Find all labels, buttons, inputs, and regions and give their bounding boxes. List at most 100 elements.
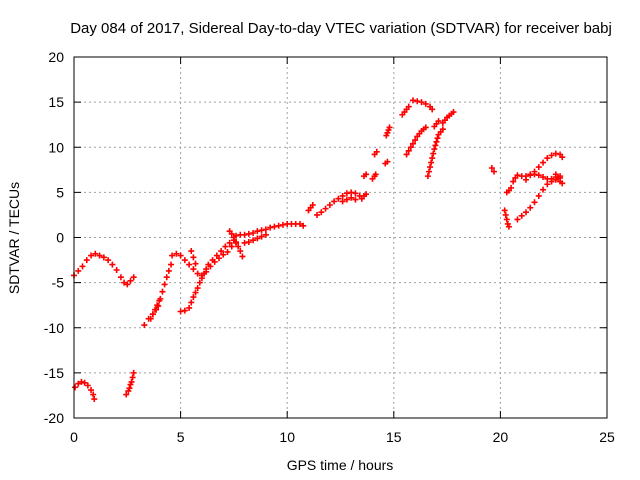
data-point bbox=[194, 270, 201, 277]
data-point bbox=[535, 164, 542, 171]
data-point bbox=[271, 223, 278, 230]
data-point bbox=[262, 231, 269, 238]
data-point bbox=[405, 103, 412, 110]
data-point bbox=[128, 378, 135, 385]
series-13 bbox=[314, 189, 363, 218]
y-tick-label: 15 bbox=[48, 94, 64, 110]
data-point bbox=[373, 148, 380, 155]
series-8 bbox=[188, 248, 199, 267]
y-tick-label: 20 bbox=[48, 49, 64, 65]
y-tick-label: -5 bbox=[52, 275, 65, 291]
data-point bbox=[343, 190, 350, 197]
data-point bbox=[418, 99, 425, 106]
data-point bbox=[429, 106, 436, 113]
series-17 bbox=[369, 171, 379, 182]
data-point bbox=[90, 391, 97, 398]
data-point bbox=[91, 396, 98, 403]
data-point bbox=[450, 109, 457, 116]
data-point bbox=[78, 378, 85, 385]
series-25 bbox=[431, 118, 442, 130]
series-23 bbox=[403, 124, 429, 158]
data-point bbox=[127, 277, 134, 284]
data-point bbox=[198, 275, 205, 282]
data-point bbox=[129, 374, 136, 381]
series-26 bbox=[439, 109, 457, 126]
series-27 bbox=[488, 165, 498, 175]
data-point bbox=[424, 173, 431, 180]
data-point bbox=[422, 100, 429, 107]
data-point bbox=[159, 288, 166, 295]
data-point bbox=[161, 281, 168, 288]
data-point bbox=[130, 369, 137, 376]
data-point bbox=[510, 178, 517, 185]
data-point bbox=[508, 184, 515, 191]
data-point bbox=[121, 279, 128, 286]
series-31 bbox=[522, 150, 566, 183]
data-point bbox=[177, 308, 184, 315]
data-point bbox=[250, 229, 257, 236]
data-point bbox=[258, 227, 265, 234]
series-1 bbox=[71, 250, 137, 288]
y-tick-label: -15 bbox=[44, 365, 64, 381]
y-axis-label: SDTVAR / TECUs bbox=[6, 182, 22, 294]
data-point bbox=[386, 124, 393, 131]
data-point bbox=[181, 307, 188, 314]
data-point bbox=[123, 391, 130, 398]
data-point bbox=[117, 274, 124, 281]
data-point bbox=[318, 209, 325, 216]
y-tick-label: 10 bbox=[48, 139, 64, 155]
data-point bbox=[429, 155, 436, 162]
data-point bbox=[300, 222, 307, 229]
data-point bbox=[169, 252, 176, 259]
data-point bbox=[218, 248, 225, 255]
data-point bbox=[186, 261, 193, 268]
data-point bbox=[405, 147, 412, 154]
data-point bbox=[245, 239, 252, 246]
series-12 bbox=[305, 202, 316, 214]
x-tick-label: 5 bbox=[177, 429, 185, 445]
data-point bbox=[314, 211, 321, 218]
data-point bbox=[224, 248, 231, 255]
data-point bbox=[241, 239, 248, 246]
data-point bbox=[186, 304, 193, 311]
data-point bbox=[226, 239, 233, 246]
data-point bbox=[527, 172, 534, 179]
y-tick-labels: -20 -15 -10 -5 0 5 10 15 20 bbox=[44, 49, 64, 426]
y-tick-label: -20 bbox=[44, 410, 64, 426]
data-point bbox=[75, 380, 82, 387]
data-point bbox=[335, 195, 342, 202]
data-point bbox=[552, 150, 559, 157]
data-point bbox=[241, 231, 248, 238]
data-point bbox=[237, 248, 244, 255]
data-point bbox=[554, 174, 561, 181]
series-32 bbox=[552, 171, 566, 187]
data-point bbox=[152, 306, 159, 313]
data-point bbox=[154, 302, 161, 309]
y-tick-label: 0 bbox=[56, 230, 64, 246]
series-18 bbox=[371, 148, 380, 158]
data-point bbox=[177, 252, 184, 259]
data-point bbox=[113, 266, 120, 273]
series-16 bbox=[360, 171, 370, 180]
x-tick-labels: 0 5 10 15 20 25 bbox=[70, 429, 615, 445]
data-point bbox=[228, 230, 235, 237]
series-28 bbox=[501, 207, 512, 230]
data-point bbox=[275, 222, 282, 229]
x-tick-label: 15 bbox=[386, 429, 402, 445]
data-point bbox=[522, 176, 529, 183]
data-point bbox=[339, 198, 346, 205]
data-point bbox=[235, 243, 242, 250]
data-point bbox=[439, 126, 446, 133]
data-point bbox=[322, 205, 329, 212]
data-point bbox=[141, 322, 148, 329]
data-point bbox=[147, 315, 154, 322]
data-point bbox=[254, 235, 261, 242]
data-point bbox=[100, 254, 107, 261]
data-point bbox=[181, 257, 188, 264]
data-point bbox=[352, 196, 359, 203]
data-point bbox=[228, 243, 235, 250]
data-point bbox=[84, 382, 91, 389]
data-point bbox=[163, 274, 170, 281]
data-point bbox=[559, 154, 566, 161]
data-point bbox=[540, 174, 547, 181]
